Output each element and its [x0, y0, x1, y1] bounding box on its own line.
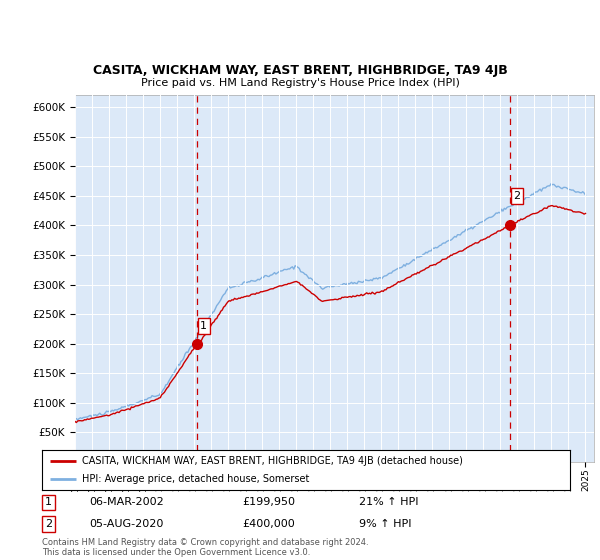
Text: 2: 2	[45, 519, 52, 529]
Text: 9% ↑ HPI: 9% ↑ HPI	[359, 519, 412, 529]
Text: Price paid vs. HM Land Registry's House Price Index (HPI): Price paid vs. HM Land Registry's House …	[140, 78, 460, 88]
Text: 05-AUG-2020: 05-AUG-2020	[89, 519, 164, 529]
Text: Contains HM Land Registry data © Crown copyright and database right 2024.
This d: Contains HM Land Registry data © Crown c…	[42, 538, 368, 557]
Text: CASITA, WICKHAM WAY, EAST BRENT, HIGHBRIDGE, TA9 4JB: CASITA, WICKHAM WAY, EAST BRENT, HIGHBRI…	[92, 64, 508, 77]
Text: £400,000: £400,000	[242, 519, 295, 529]
Text: 1: 1	[45, 497, 52, 507]
Text: 1: 1	[200, 321, 208, 331]
Text: 2: 2	[514, 191, 521, 201]
Text: 06-MAR-2002: 06-MAR-2002	[89, 497, 164, 507]
Text: £199,950: £199,950	[242, 497, 296, 507]
Text: HPI: Average price, detached house, Somerset: HPI: Average price, detached house, Some…	[82, 474, 309, 484]
Text: CASITA, WICKHAM WAY, EAST BRENT, HIGHBRIDGE, TA9 4JB (detached house): CASITA, WICKHAM WAY, EAST BRENT, HIGHBRI…	[82, 456, 463, 465]
Text: 21% ↑ HPI: 21% ↑ HPI	[359, 497, 418, 507]
